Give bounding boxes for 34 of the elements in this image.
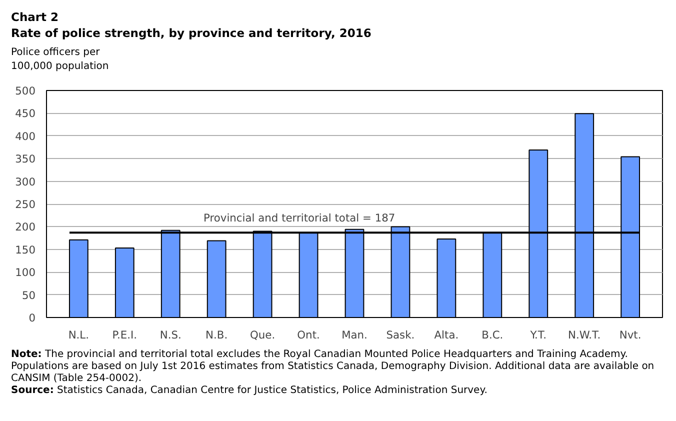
text: Note: The provincial and territorial total excludes the Royal Canadian Mounted Police Headquarters and Training Academy. Populations are based on July 1st 2016 estimates from Statistics Canada, Demography Division. Additional data are available on CANSIM (Table 254-0002). [11,349,654,384]
y-tick-label: 450 [15,107,36,120]
x-tick-label: B.C. [482,328,504,342]
bar [206,240,226,318]
x-tick-label: N.W.T. [568,328,601,342]
y-tick-label: 200 [15,220,36,234]
ref-line-label: Provincial and territorial total = 187 [204,212,396,225]
bar [68,239,88,318]
x-tick-label: Nvt. [619,328,642,342]
x-tick-label: Man. [342,328,368,342]
y-tick-label: 250 [15,198,36,211]
x-tick-label: Y.T. [529,328,547,342]
y-axis-title: Police officers per 100,000 population [11,46,110,74]
x-tick-label: Sask. [386,328,415,342]
bar [114,248,134,318]
x-tick-label: Alta. [434,328,459,342]
source-note: Source: Statistics Canada, Canadian Centre for Justice Statistics, Police Administration Survey. [11,385,488,396]
y-tick-label: 500 [15,84,36,98]
y-tick-label: 150 [15,243,36,256]
chart-title: Chart 2 [11,9,60,26]
y-tick-label: 300 [15,175,36,188]
x-tick-label: N.L. [68,328,90,342]
y-tick-label: 400 [15,130,36,143]
x-tick-label: N.S. [160,328,182,342]
x-tick-label: Que. [250,328,276,342]
x-tick-label: P.E.I. [112,328,138,342]
y-tick-label: 0 [28,312,36,324]
y-tick-label: 100 [15,266,36,280]
y-tick-label: 350 [15,152,36,166]
y-tick-label: 50 [22,288,36,302]
x-tick-label: N.B. [206,328,228,342]
chart-subtitle: Rate of police strength, by province and territory, 2016 [11,25,372,42]
bar [436,238,456,318]
x-tick-label: Ont. [297,328,320,342]
